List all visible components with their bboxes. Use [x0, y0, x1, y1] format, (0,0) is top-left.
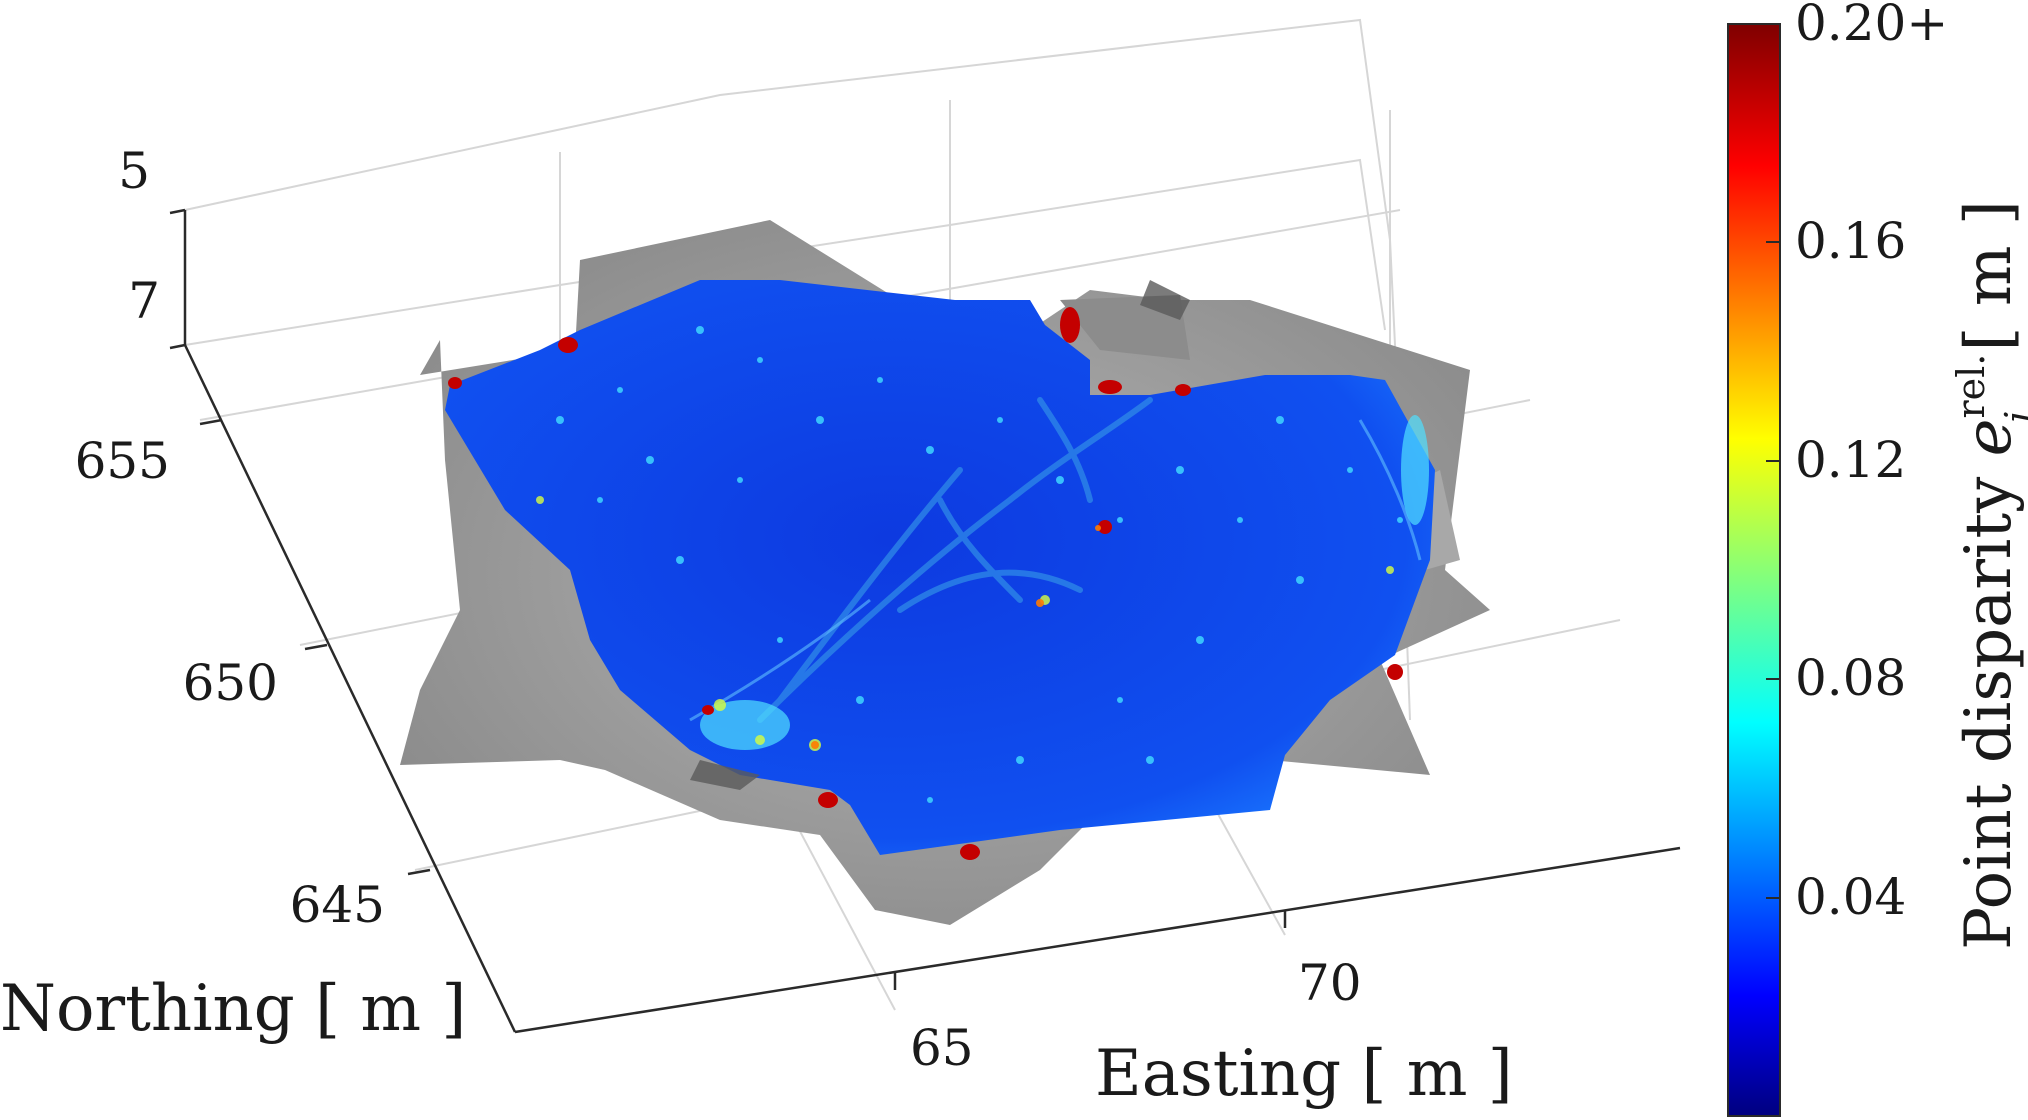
x-tick-label: 65 — [910, 1019, 974, 1077]
x-axis-label: Easting [ m ] — [1095, 1037, 1513, 1111]
z-tick — [169, 343, 186, 350]
x-axis-line — [514, 846, 1681, 1034]
y-tick-labels: 655 650 645 — [75, 432, 385, 934]
edge-highlights — [536, 496, 1394, 751]
colorbar: 0.20+ 0.16 0.12 0.08 0.04 Point disparit… — [1727, 0, 2028, 1117]
y-tick-label: 645 — [290, 876, 385, 934]
y-tick — [304, 643, 328, 651]
z-tick-labels: 5 7 — [118, 142, 160, 330]
colorbar-label-sup: rel. — [1949, 354, 1993, 419]
colorbar-gradient — [1727, 23, 1781, 1117]
y-tick — [407, 868, 431, 876]
colorbar-tick-label: 0.20+ — [1795, 0, 1948, 52]
colorbar-tick-label: 0.16 — [1795, 212, 1906, 270]
edge-highlights — [700, 415, 1429, 750]
z-tick-label: 5 — [118, 142, 150, 200]
y-tick-label: 650 — [183, 654, 278, 712]
y-tick-label: 655 — [75, 432, 170, 490]
colorbar-label-main: Point disparity — [1952, 456, 2026, 949]
colorbar-ticks — [1766, 23, 1780, 899]
disparity-speckles — [556, 326, 1403, 803]
colorbar-label-symbol: e — [1952, 419, 2026, 457]
grid-plane-rim — [184, 158, 1386, 346]
disparity-hotspots — [448, 307, 1403, 860]
colorbar-tick-label: 0.08 — [1795, 649, 1906, 707]
colorbar-tick-label: 0.12 — [1795, 431, 1906, 489]
grey-point-cloud — [690, 280, 1190, 790]
y-axis-line — [183, 344, 517, 1033]
axis-lines — [169, 208, 1681, 1034]
y-tick — [199, 418, 223, 426]
z-tick-label: 7 — [128, 272, 160, 330]
colorbar-label: Point disparity erel.j [ m ] — [1949, 200, 2028, 950]
colored-point-cloud — [445, 280, 1435, 860]
disparity-hotspots — [811, 525, 1101, 749]
z-tick — [169, 208, 186, 215]
x-tick-label: 70 — [1298, 954, 1362, 1012]
y-axis-label: Northing [ m ] — [0, 972, 466, 1046]
x-tick-labels: 65 70 — [910, 954, 1362, 1077]
structure-highlights — [757, 397, 1153, 723]
colorbar-tick-label: 0.04 — [1795, 868, 1906, 926]
colored-cloud-sheet — [445, 280, 1435, 855]
colorbar-label-unit: [ m ] — [1952, 200, 2026, 372]
